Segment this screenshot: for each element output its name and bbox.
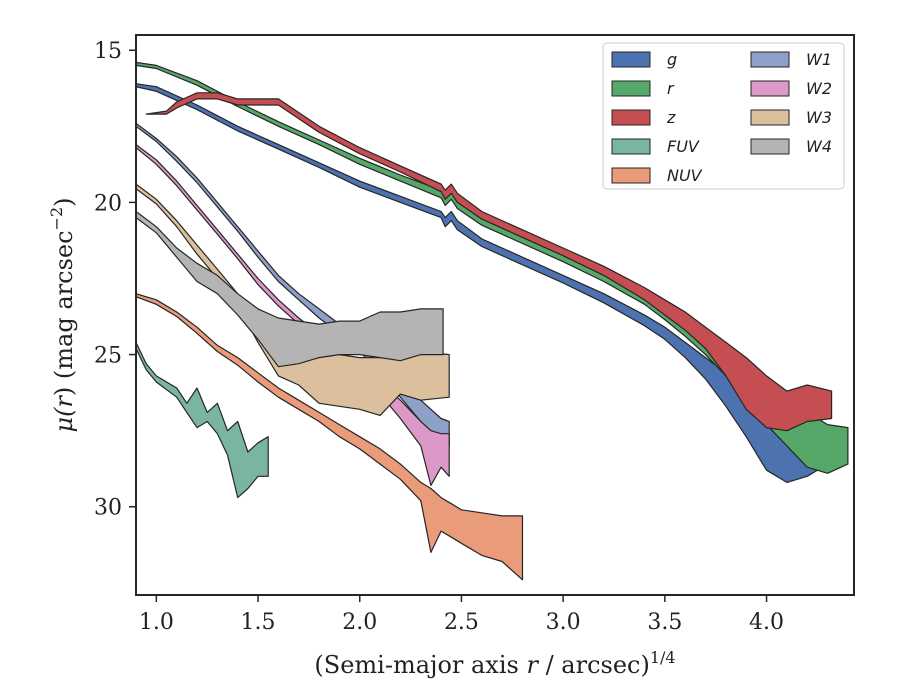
x-tick-label: 3.5	[647, 610, 682, 635]
series-bands	[136, 61, 849, 581]
legend-label-r: r	[667, 79, 675, 98]
x-tick-label: 1.0	[139, 610, 174, 635]
plot-frame	[135, 34, 855, 596]
legend-swatch-r	[611, 80, 651, 97]
x-axis: 1.0 1.5 2.0 2.5 3.0 3.5 4.0	[139, 595, 784, 635]
band-w2	[136, 144, 450, 486]
y-axis: 15 20 25 30	[94, 39, 136, 521]
legend-label-fuv: FUV	[667, 137, 700, 156]
y-tick-label: 15	[94, 39, 122, 64]
legend-label-w4: W4	[806, 137, 832, 156]
legend-swatch-z	[611, 109, 651, 126]
legend-swatch-g	[611, 51, 651, 68]
legend-swatch-w1	[750, 51, 790, 68]
y-tick-label: 20	[94, 191, 122, 216]
legend-swatch-w2	[750, 80, 790, 97]
legend: grz FUV NUV W1 W2 W3 W4	[602, 42, 845, 190]
band-z	[145, 92, 833, 432]
legend-label-w3: W3	[806, 108, 832, 127]
legend-swatch-fuv	[611, 138, 651, 155]
x-tick-label: 2.5	[444, 610, 479, 635]
legend-label-w1: W1	[806, 50, 832, 69]
legend-label-z: z	[666, 108, 676, 127]
band-nuv	[136, 293, 524, 581]
y-axis-label: μ(r) (mag arcsec−2)	[47, 197, 78, 432]
y-tick-label: 25	[94, 344, 122, 369]
x-axis-label: (Semi-major axis r / arcsec)1/4	[314, 648, 675, 679]
band-w3	[136, 183, 450, 416]
legend-swatch-w4	[750, 138, 790, 155]
y-tick-label: 30	[94, 496, 122, 521]
x-tick-label: 1.5	[241, 610, 276, 635]
legend-swatch-nuv	[611, 167, 651, 184]
x-tick-label: 4.0	[749, 610, 784, 635]
x-tick-label: 2.0	[342, 610, 377, 635]
x-tick-label: 3.0	[546, 610, 581, 635]
legend-label-nuv: NUV	[667, 166, 703, 185]
band-fuv	[136, 341, 269, 499]
legend-label-g: g	[667, 50, 677, 69]
legend-label-w2: W2	[806, 79, 832, 98]
legend-swatch-w3	[750, 109, 790, 126]
band-w4	[136, 210, 444, 368]
